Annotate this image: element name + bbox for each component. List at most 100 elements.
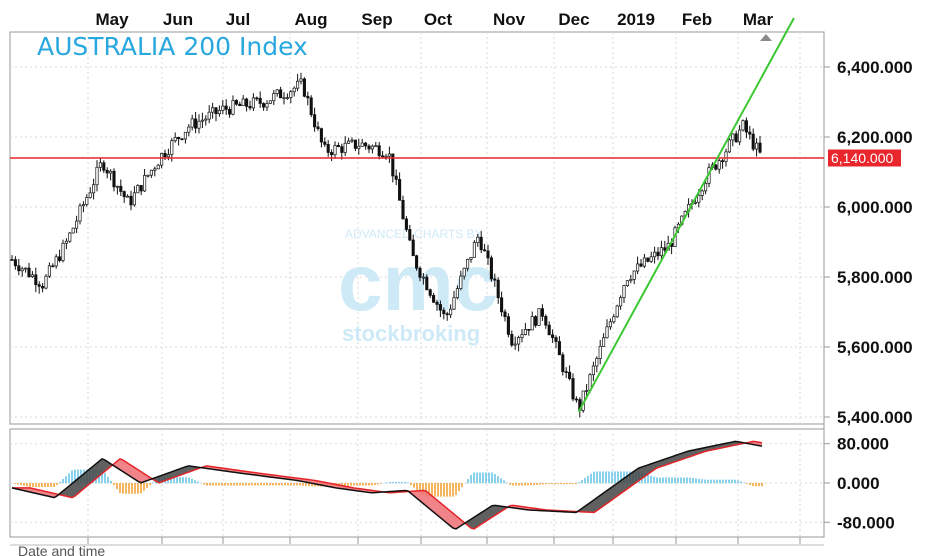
candle-body [659,247,663,257]
macd-histogram-bar [170,477,172,484]
candle-body [700,190,704,196]
macd-histogram-bar [500,478,502,484]
candle-body [149,169,153,176]
candle-body [714,164,718,170]
macd-histogram-bar [74,469,76,484]
macd-histogram-bar [722,479,724,484]
candle-body [517,337,521,345]
macd-histogram-bar [110,480,112,484]
price-tick-label: 5,800.000 [837,268,913,287]
candle-body [721,160,725,163]
macd-histogram-bar [533,483,535,486]
macd-fill [177,468,180,477]
candle-body [642,257,646,267]
macd-histogram-bar [305,483,307,486]
candle-body [115,185,119,188]
candle-body [421,276,425,279]
macd-histogram-bar [461,483,463,488]
macd-histogram-bar [398,481,400,484]
macd-fill [99,458,102,477]
macd-fill [141,471,144,483]
macd-histogram-bar [278,483,280,486]
macd-fill [624,476,627,492]
macd-histogram-bar [530,483,532,486]
macd-histogram-bar [569,483,571,485]
macd-histogram-bar [707,479,709,484]
macd-histogram-bar [434,483,436,497]
scroll-up-icon[interactable] [760,34,772,41]
macd-fill [96,461,99,479]
candle-body [132,192,136,206]
candle-body [704,182,708,192]
macd-fill [78,476,81,494]
macd-fill [447,508,450,526]
watermark: ADVANCED CHARTS BY cmc stockbroking [338,227,498,346]
macd-fill [597,495,600,511]
candle-body [367,145,371,150]
macd-histogram-bar [410,483,412,486]
macd-fill [639,466,642,481]
candle-body [401,199,405,220]
candle-body [398,179,402,201]
macd-fill [477,513,480,527]
macd-fill [174,469,177,478]
candle-body [656,251,660,257]
candle-body [306,95,310,99]
month-label: Oct [424,10,453,29]
candle-body [564,371,568,373]
macd-histogram-bar [743,482,745,484]
macd-histogram-bar [281,483,283,486]
macd-fill [129,463,132,478]
candle-body [340,146,344,153]
macd-fill [120,458,123,472]
candle-body [513,343,517,346]
candle-body [425,276,429,291]
macd-histogram-bar [617,471,619,484]
candle-body [217,110,221,115]
candle-body [551,334,555,338]
candle-body [336,145,340,147]
candle-body [408,229,412,241]
candle-body [717,160,721,170]
macd-histogram-bar [734,479,736,484]
macd-fill [480,511,483,526]
candle-body [605,326,609,339]
macd-fill [123,460,126,474]
macd-histogram-bar [140,483,142,494]
macd-histogram-bar [437,483,439,497]
macd-fill [435,498,438,516]
macd-histogram-bar [224,483,226,486]
candle-body [381,155,385,158]
macd-histogram-bar [362,483,364,486]
macd-histogram-bar [23,483,25,486]
macd-histogram-bar [749,483,751,485]
macd-fill [621,478,624,494]
macd-histogram-bar [758,483,760,487]
macd-histogram-bar [488,472,490,484]
macd-tick-label: 0.000 [837,474,880,493]
macd-histogram-bar [671,477,673,484]
candle-body [568,371,572,379]
macd-fill [444,505,447,524]
macd-histogram-bar [206,483,208,486]
macd-histogram-bar [137,483,139,494]
macd-histogram-bar [761,483,763,487]
macd-fill [138,469,141,483]
candle-body [292,87,296,93]
candle-body [10,259,14,261]
candle-body [693,201,697,204]
macd-histogram-bar [572,483,574,485]
candle-body [554,337,558,342]
candle-body [374,145,378,148]
macd-histogram-bar [413,483,415,488]
month-label: Dec [558,10,589,29]
candle-body [418,267,422,278]
macd-fill [126,462,129,476]
candle-body [17,265,21,272]
macd-fill [90,466,93,484]
macd-histogram-bar [308,483,310,487]
macd-histogram-bar [695,478,697,484]
macd-histogram-bar [554,483,556,485]
candle-body [697,195,701,203]
macd-histogram-bar [185,477,187,484]
